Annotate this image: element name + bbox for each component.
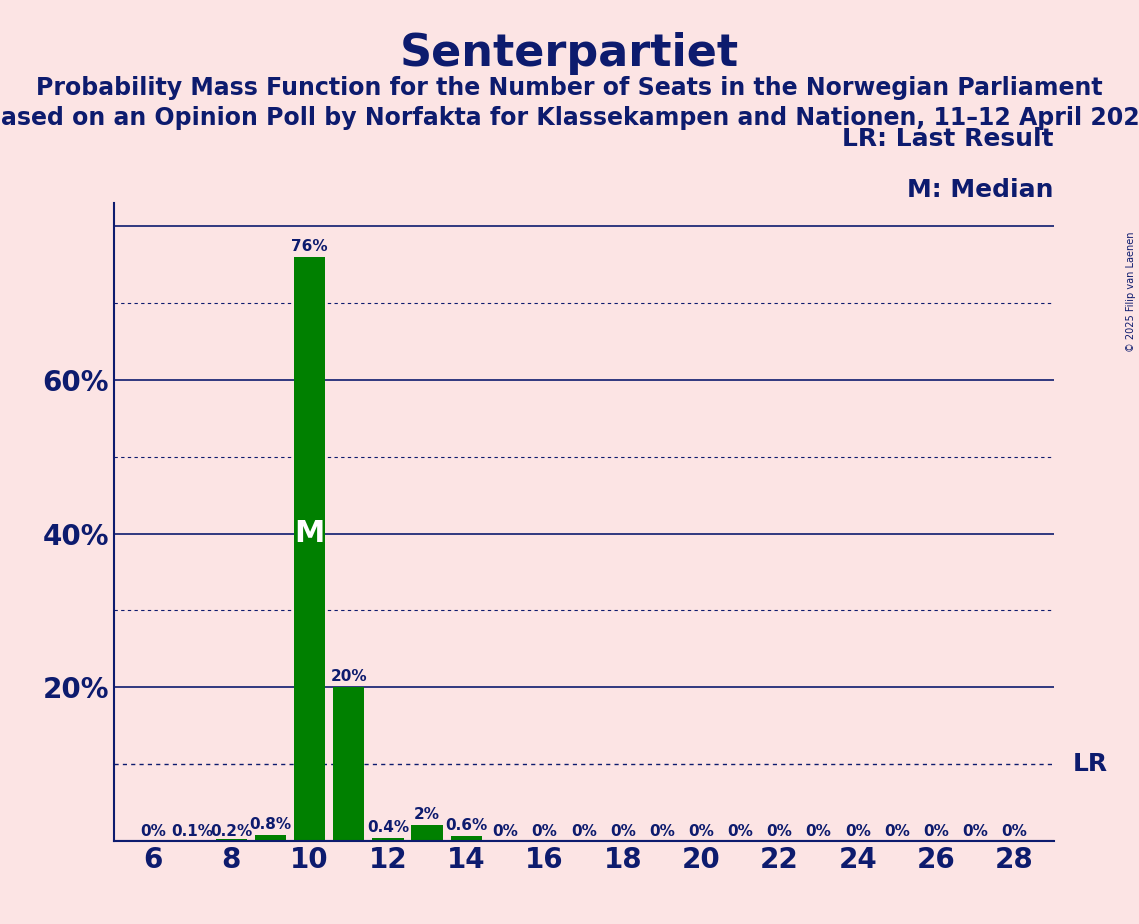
Text: 0%: 0%: [688, 823, 714, 839]
Text: LR: LR: [1073, 752, 1108, 776]
Text: M: Median: M: Median: [907, 177, 1054, 201]
Text: © 2025 Filip van Laenen: © 2025 Filip van Laenen: [1126, 231, 1136, 351]
Text: 0%: 0%: [649, 823, 675, 839]
Text: 0%: 0%: [492, 823, 518, 839]
Text: 0%: 0%: [845, 823, 870, 839]
Text: 0%: 0%: [571, 823, 597, 839]
Text: 0.4%: 0.4%: [367, 820, 409, 834]
Bar: [372, 838, 403, 841]
Text: M: M: [295, 519, 325, 548]
Text: 0.1%: 0.1%: [171, 823, 213, 839]
Text: 0%: 0%: [611, 823, 636, 839]
Bar: [215, 839, 247, 841]
Text: 0%: 0%: [924, 823, 949, 839]
Bar: [411, 825, 443, 841]
Text: 0%: 0%: [767, 823, 793, 839]
Text: 0.6%: 0.6%: [445, 818, 487, 833]
Bar: [451, 836, 482, 841]
Text: Probability Mass Function for the Number of Seats in the Norwegian Parliament: Probability Mass Function for the Number…: [36, 76, 1103, 100]
Text: LR: Last Result: LR: Last Result: [842, 127, 1054, 151]
Bar: [334, 687, 364, 841]
Text: 0%: 0%: [728, 823, 753, 839]
Text: 0%: 0%: [805, 823, 831, 839]
Text: 76%: 76%: [292, 239, 328, 254]
Bar: [255, 834, 286, 841]
Text: 0.2%: 0.2%: [211, 823, 253, 839]
Text: Based on an Opinion Poll by Norfakta for Klassekampen and Nationen, 11–12 April : Based on an Opinion Poll by Norfakta for…: [0, 106, 1139, 130]
Text: 0.8%: 0.8%: [249, 817, 292, 832]
Text: 0%: 0%: [1001, 823, 1027, 839]
Text: Senterpartiet: Senterpartiet: [400, 32, 739, 76]
Text: 0%: 0%: [962, 823, 989, 839]
Text: 0%: 0%: [532, 823, 557, 839]
Text: 0%: 0%: [884, 823, 910, 839]
Bar: [294, 257, 326, 841]
Text: 0%: 0%: [140, 823, 166, 839]
Text: 20%: 20%: [330, 669, 367, 684]
Text: 2%: 2%: [415, 808, 440, 822]
